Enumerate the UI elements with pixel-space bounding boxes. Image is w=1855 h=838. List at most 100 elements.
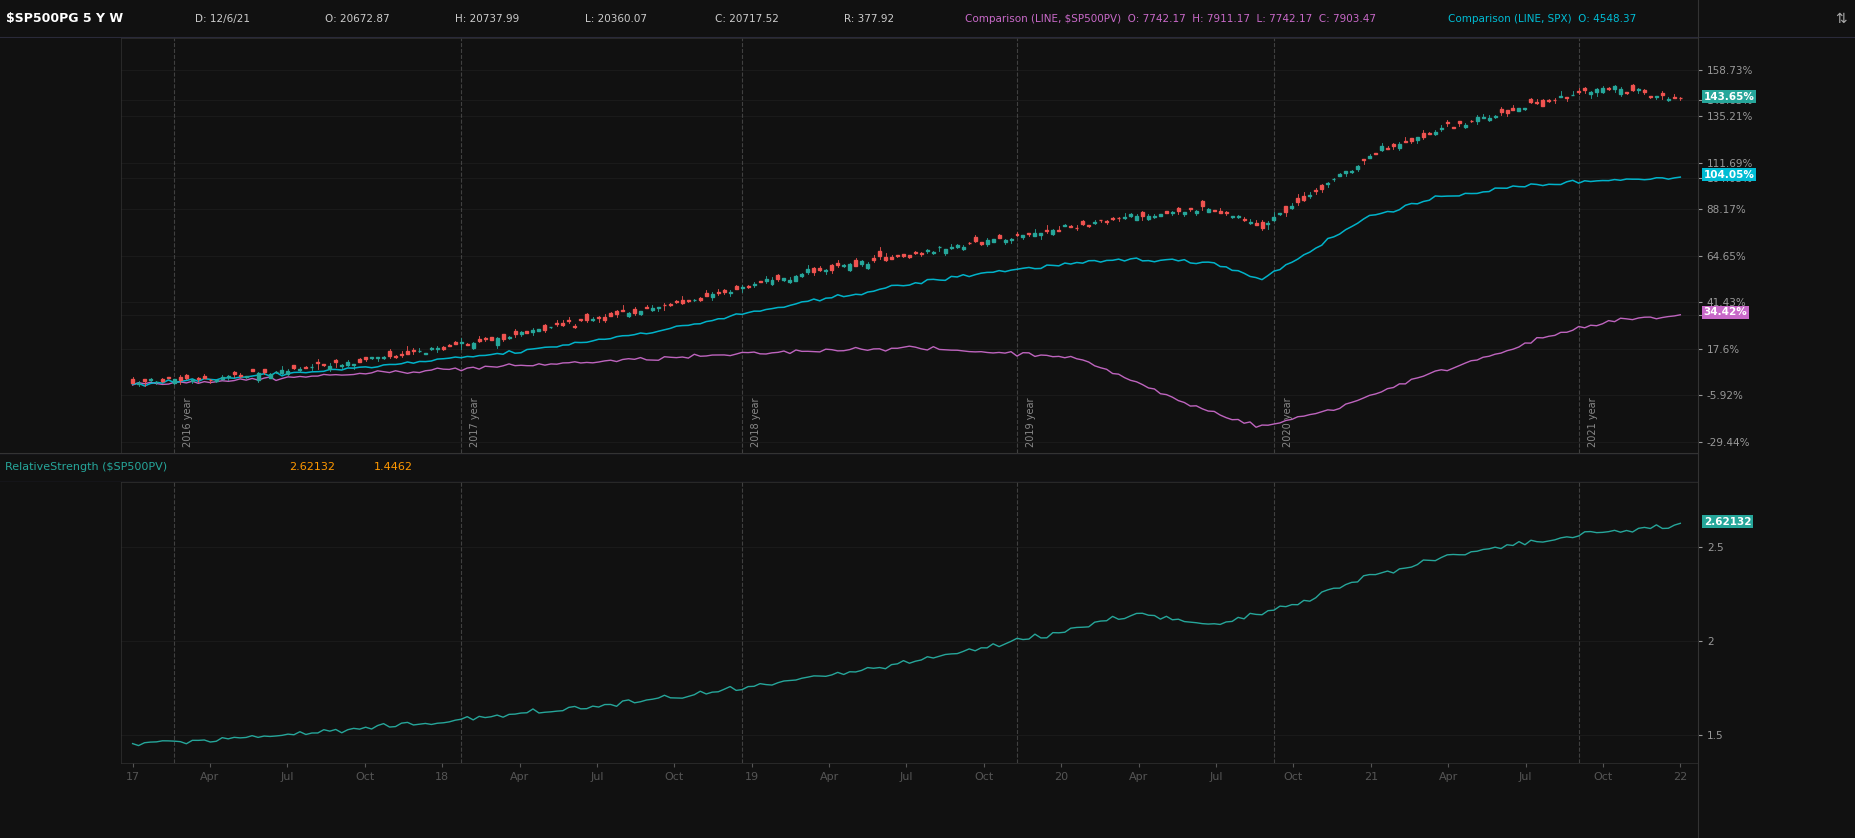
Bar bbox=[955, 245, 959, 247]
Bar bbox=[1517, 108, 1519, 111]
Bar bbox=[824, 270, 827, 272]
Bar bbox=[638, 311, 642, 314]
Bar bbox=[699, 297, 701, 300]
Bar bbox=[837, 263, 838, 266]
Bar bbox=[1493, 116, 1495, 117]
Text: 2.62132: 2.62132 bbox=[1703, 517, 1751, 527]
Bar bbox=[1588, 92, 1592, 94]
Text: O: 20672.87: O: 20672.87 bbox=[325, 14, 390, 23]
Bar bbox=[1260, 222, 1263, 228]
Bar bbox=[866, 264, 868, 268]
Bar bbox=[735, 286, 736, 289]
Bar bbox=[568, 320, 569, 322]
Bar bbox=[1343, 171, 1347, 173]
Bar bbox=[985, 241, 989, 244]
Bar bbox=[1146, 216, 1150, 219]
Bar bbox=[477, 339, 480, 341]
Bar bbox=[1135, 216, 1137, 220]
Bar bbox=[1319, 185, 1323, 189]
Bar bbox=[1397, 144, 1401, 148]
Bar bbox=[896, 255, 898, 256]
Bar bbox=[890, 257, 892, 259]
Bar bbox=[961, 247, 965, 250]
Bar bbox=[328, 366, 330, 369]
Bar bbox=[991, 240, 994, 241]
Bar bbox=[406, 351, 408, 354]
Bar bbox=[401, 354, 403, 355]
Text: 2018 year: 2018 year bbox=[751, 397, 761, 447]
Text: $SP500PG 5 Y W: $SP500PG 5 Y W bbox=[6, 13, 122, 25]
Bar bbox=[262, 369, 265, 372]
Bar bbox=[1219, 211, 1221, 213]
Bar bbox=[829, 265, 833, 270]
Bar bbox=[1434, 132, 1436, 134]
Bar bbox=[1308, 195, 1311, 196]
Bar bbox=[877, 251, 881, 256]
Bar bbox=[1302, 196, 1304, 200]
Bar bbox=[1039, 234, 1043, 235]
Bar bbox=[1504, 110, 1508, 113]
Bar bbox=[1265, 223, 1269, 224]
Bar bbox=[388, 351, 391, 356]
Bar bbox=[996, 235, 1000, 238]
Bar bbox=[347, 361, 349, 365]
Bar bbox=[490, 338, 492, 340]
Bar bbox=[538, 329, 540, 331]
Bar bbox=[608, 313, 612, 316]
Bar bbox=[1122, 217, 1126, 219]
Bar bbox=[453, 342, 456, 344]
Bar bbox=[1499, 109, 1503, 112]
Bar bbox=[358, 359, 362, 362]
Bar bbox=[232, 372, 236, 375]
Bar bbox=[1415, 137, 1417, 140]
Bar bbox=[1510, 108, 1514, 110]
Bar bbox=[299, 369, 301, 370]
Text: C: 20717.52: C: 20717.52 bbox=[714, 14, 777, 23]
Bar bbox=[315, 362, 319, 363]
Bar bbox=[1295, 199, 1298, 202]
Bar bbox=[1660, 92, 1662, 95]
Bar bbox=[1380, 146, 1382, 150]
Bar bbox=[186, 375, 187, 379]
Bar bbox=[1410, 138, 1412, 141]
Bar bbox=[1200, 201, 1204, 206]
Bar bbox=[1020, 235, 1024, 237]
Text: H: 20737.99: H: 20737.99 bbox=[454, 14, 519, 23]
Bar bbox=[132, 379, 134, 383]
Bar bbox=[1445, 122, 1449, 123]
Bar bbox=[812, 268, 814, 272]
Bar bbox=[161, 380, 163, 381]
Text: RelativeStrength ($SP500PV): RelativeStrength ($SP500PV) bbox=[6, 463, 167, 472]
Text: 2019 year: 2019 year bbox=[1026, 397, 1035, 447]
Bar bbox=[944, 249, 946, 253]
Bar bbox=[584, 314, 588, 320]
Text: 34.42%: 34.42% bbox=[1703, 308, 1747, 318]
Bar bbox=[974, 237, 976, 241]
Bar bbox=[275, 371, 278, 372]
Bar bbox=[686, 300, 690, 302]
Text: 2021 year: 2021 year bbox=[1586, 397, 1597, 447]
Bar bbox=[1349, 171, 1352, 172]
Text: L: 20360.07: L: 20360.07 bbox=[584, 14, 646, 23]
Bar bbox=[501, 334, 505, 339]
Bar bbox=[1195, 211, 1196, 214]
Bar bbox=[848, 264, 851, 270]
Bar bbox=[1367, 156, 1371, 158]
Bar bbox=[1224, 212, 1226, 213]
Bar bbox=[1128, 214, 1132, 215]
Bar bbox=[1182, 212, 1185, 214]
Bar bbox=[471, 343, 475, 348]
Bar bbox=[1421, 133, 1425, 137]
Bar bbox=[1158, 214, 1161, 215]
Text: Comparison (LINE, SPX)  O: 4548.37: Comparison (LINE, SPX) O: 4548.37 bbox=[1447, 14, 1634, 23]
Bar bbox=[614, 311, 618, 314]
Bar bbox=[1273, 217, 1274, 220]
Bar bbox=[1004, 240, 1005, 242]
Bar bbox=[1606, 88, 1610, 89]
Bar bbox=[1593, 89, 1597, 92]
Bar bbox=[675, 302, 677, 303]
Bar bbox=[167, 376, 171, 378]
Bar bbox=[902, 254, 905, 256]
Text: 2.62132: 2.62132 bbox=[289, 463, 334, 472]
Bar bbox=[1176, 208, 1180, 211]
